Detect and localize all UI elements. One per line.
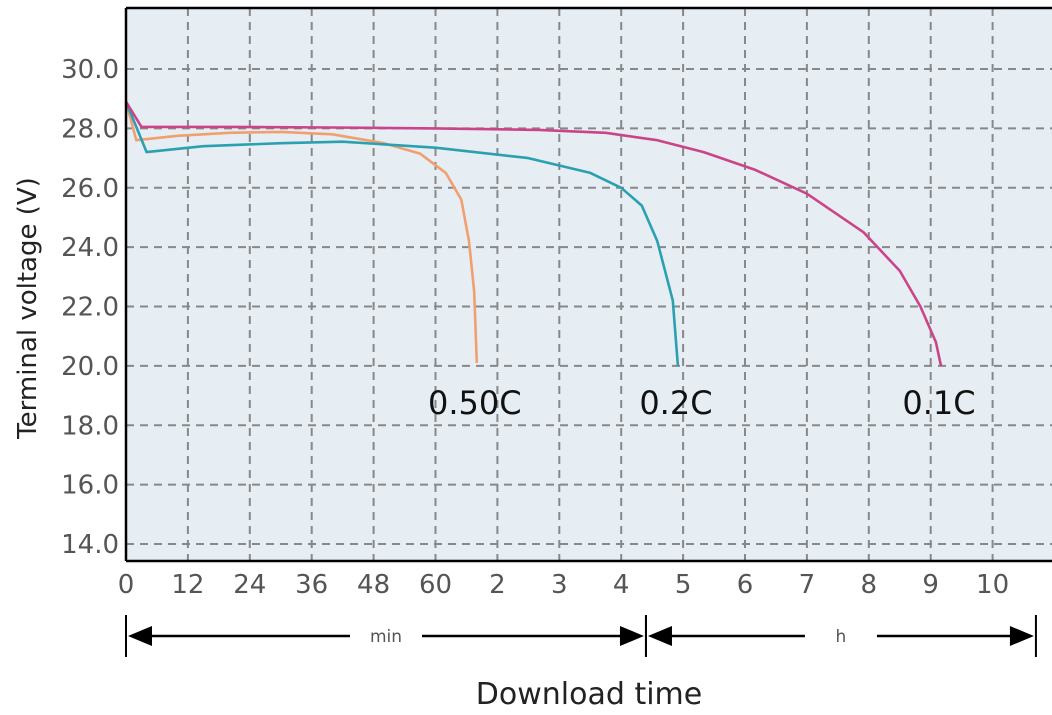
y-tick-label: 14.0: [61, 530, 119, 560]
series-label: 0.1C: [902, 384, 975, 422]
series-labels: 0.50C 0.2C 0.1C: [428, 384, 976, 422]
x-tick-label: 2: [489, 570, 506, 600]
y-tick-label: 26.0: [61, 174, 119, 204]
y-tick-label: 22.0: [61, 293, 119, 323]
y-tick-label: 16.0: [61, 471, 119, 501]
x-tick-label: 6: [737, 570, 754, 600]
x-tick-label: 5: [675, 570, 692, 600]
y-tick-label: 18.0: [61, 411, 119, 441]
time-range-arrows: min h: [125, 615, 1037, 657]
x-tick-label: 60: [419, 570, 452, 600]
x-tick-label: 4: [613, 570, 630, 600]
y-tick-label: 30.0: [61, 55, 119, 85]
series-label: 0.2C: [639, 384, 712, 422]
range-label: h: [836, 627, 847, 647]
x-tick-label: 8: [861, 570, 878, 600]
arrow-right-icon: [619, 626, 644, 646]
series-line-0-1C: [124, 101, 943, 367]
y-tick-label: 24.0: [61, 233, 119, 263]
grid-lines: [126, 8, 1052, 561]
arrow-left-icon: [128, 626, 152, 646]
x-axis-label: Download time: [476, 677, 702, 712]
x-tick-label: 3: [551, 570, 568, 600]
x-tick-label: 9: [922, 570, 939, 600]
y-tick-label: 28.0: [61, 114, 119, 144]
series-label: 0.50C: [428, 384, 522, 422]
range-label: min: [370, 627, 402, 647]
x-tick-label: 12: [171, 570, 204, 600]
arrow-right-icon: [1009, 626, 1034, 646]
series-lines: [124, 101, 943, 367]
y-tick-label: 20.0: [61, 352, 119, 382]
x-tick-labels: 0 12 24 36 48 60 2 3 4 5 6 7 8 9 10: [118, 570, 1009, 600]
arrow-left-icon: [647, 626, 672, 646]
y-tick-labels: 14.0 16.0 18.0 20.0 22.0 24.0 26.0 28.0 30.0: [61, 55, 119, 560]
series-line-0-2C: [124, 101, 680, 367]
x-tick-label: 7: [799, 570, 816, 600]
x-tick-label: 0: [118, 570, 135, 600]
x-tick-label: 48: [357, 570, 390, 600]
plot-background: [126, 8, 1052, 561]
x-tick-label: 36: [295, 570, 328, 600]
x-tick-label: 24: [233, 570, 266, 600]
x-tick-label: 10: [976, 570, 1009, 600]
y-axis-label: Terminal voltage (V): [13, 177, 43, 440]
axes: [124, 6, 1052, 563]
